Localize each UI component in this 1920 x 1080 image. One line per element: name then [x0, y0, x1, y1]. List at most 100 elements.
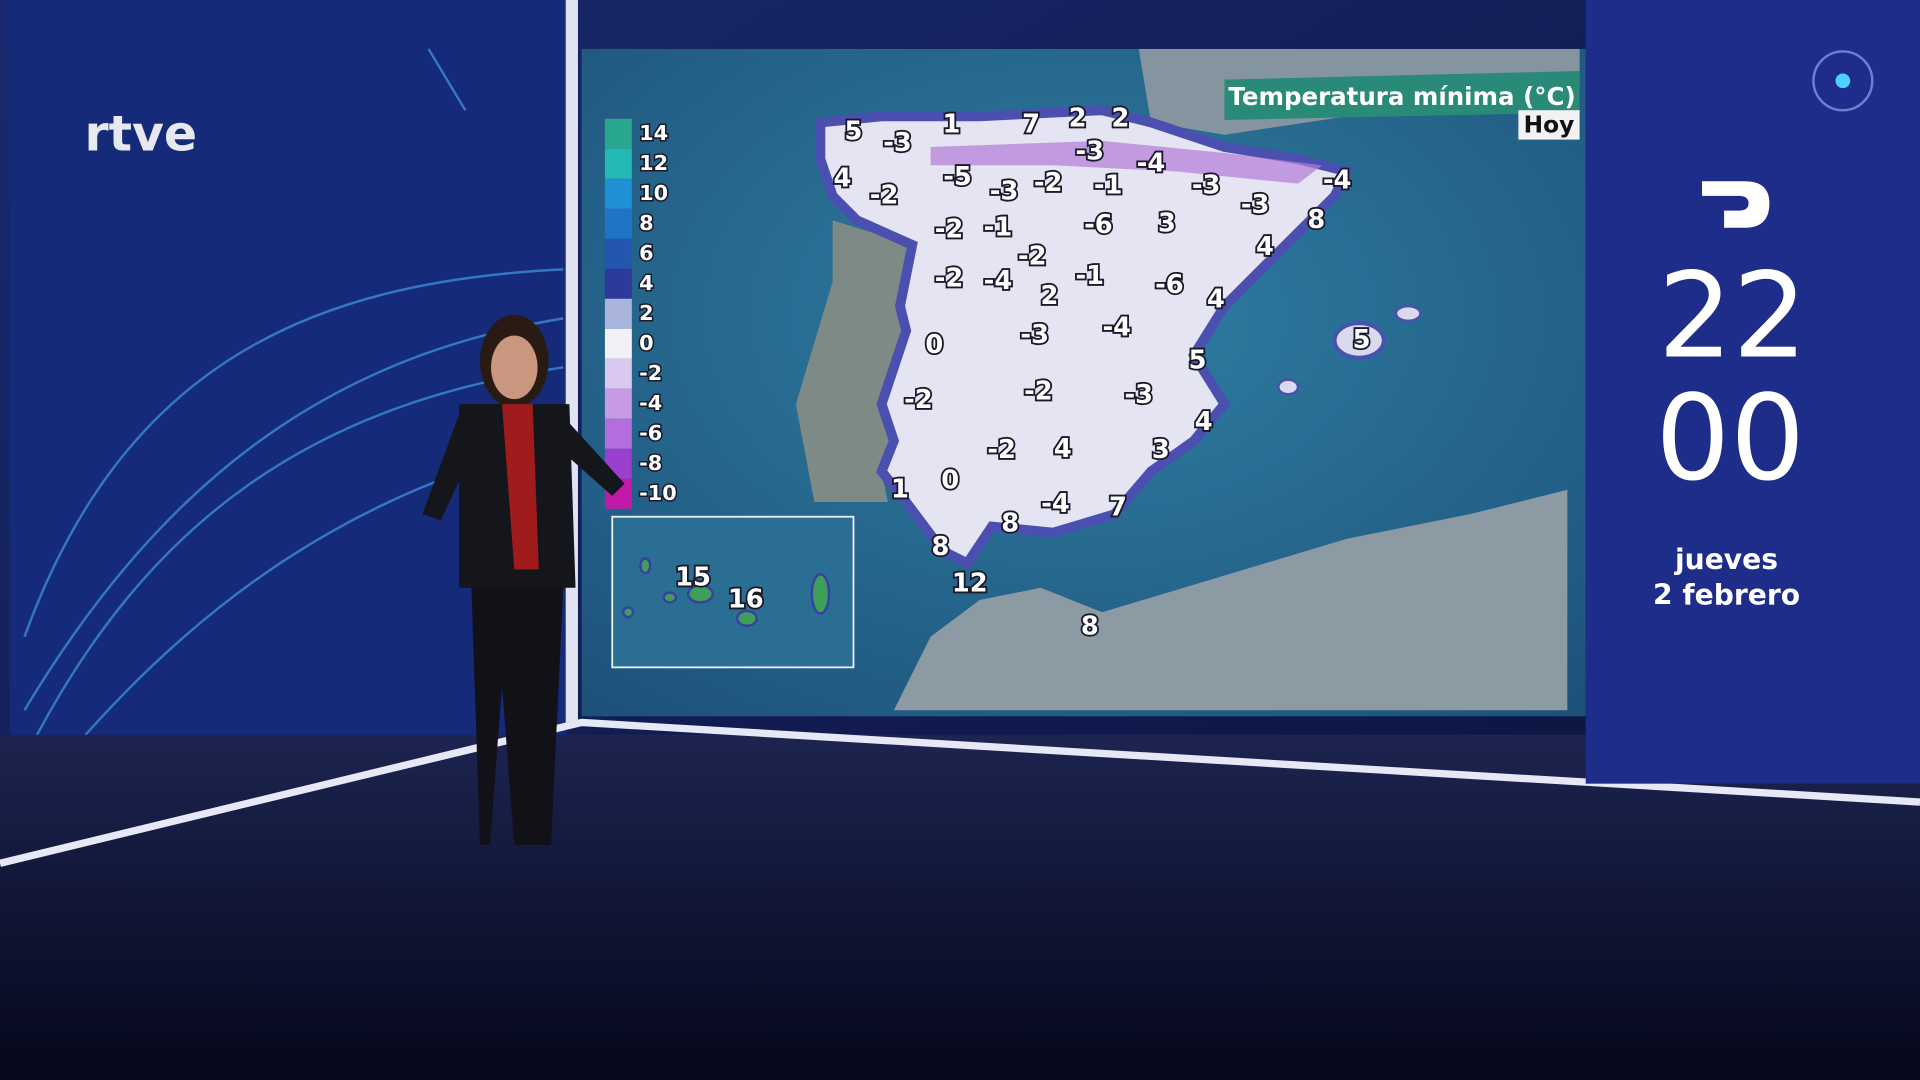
temperature-label: -2: [935, 215, 964, 245]
temperature-label: -4: [1102, 313, 1131, 343]
floor-edge: [0, 718, 1920, 867]
temperature-label: -5: [943, 162, 972, 192]
canary-temperature-label: 16: [728, 585, 764, 615]
legend-label: 0: [639, 331, 653, 355]
canary-islands: [622, 557, 831, 627]
temperature-label: -4: [1137, 149, 1166, 179]
legend-label: -4: [639, 391, 662, 415]
legend-swatch: [604, 388, 632, 419]
temperature-label: -1: [1076, 261, 1105, 291]
temperature-label: -2: [935, 264, 964, 294]
temperature-label: -4: [984, 266, 1013, 296]
temperature-label: -4: [1323, 166, 1352, 196]
temperature-label: 5: [845, 117, 863, 147]
temperature-label: -3: [1020, 320, 1049, 350]
legend-label: 6: [639, 241, 653, 265]
dot-decoration: [1835, 73, 1851, 89]
africa-land: [893, 489, 1568, 711]
temperature-label: -3: [990, 177, 1019, 207]
legend-swatch: [604, 118, 632, 149]
temperature-label: -3: [1124, 380, 1153, 410]
legend-label: 2: [639, 301, 653, 325]
clock-hours: 22: [1658, 248, 1808, 385]
temperature-label: -3: [1241, 190, 1270, 220]
studio-floor: [0, 734, 1920, 1080]
legend-label: 12: [639, 151, 668, 175]
temperature-label: 0: [925, 330, 943, 360]
legend-swatch: [604, 358, 632, 389]
legend-swatch: [604, 238, 632, 269]
clock-minutes: 00: [1655, 370, 1805, 507]
legend-label: 14: [639, 121, 668, 145]
balearic-island: [1332, 321, 1386, 360]
day-badge: [1518, 110, 1580, 140]
screen-frame: [565, 0, 578, 723]
balearic-island: [1277, 378, 1300, 396]
date-weekday: jueves: [1674, 543, 1778, 576]
legend-swatch: [604, 178, 632, 209]
map-title: Temperatura mínima (°C): [1228, 82, 1575, 111]
legend-label: -10: [639, 481, 677, 505]
temperature-label: -3: [1192, 171, 1221, 201]
temperature-label: 8: [1081, 611, 1099, 641]
temperature-label: -3: [1076, 136, 1105, 166]
temperature-label: 12: [952, 569, 988, 599]
legend-swatch: [604, 208, 632, 239]
temperature-label: 4: [1256, 232, 1274, 262]
temperature-label: -2: [1034, 168, 1063, 198]
legend-swatch: [604, 268, 632, 299]
temperature-label: 0: [941, 466, 959, 496]
temperature-label: 7: [1109, 493, 1127, 523]
temperature-label: 1: [891, 474, 909, 504]
legend-swatch: [604, 328, 632, 359]
portugal-land: [795, 220, 913, 503]
temperature-label: -2: [870, 180, 899, 210]
temperature-label: -2: [1024, 376, 1053, 406]
date-day: 2 febrero: [1653, 578, 1800, 611]
temperature-label: -2: [987, 435, 1016, 465]
canary-temperature-label: 15: [675, 562, 711, 592]
ring-decoration: [1812, 50, 1874, 112]
temperature-label: 2: [1040, 281, 1058, 311]
temperature-label: 8: [1001, 509, 1019, 539]
day-label: Hoy: [1524, 112, 1575, 139]
legend-label: 4: [639, 271, 653, 295]
legend-label: -6: [639, 421, 662, 445]
temperature-label: 4: [1195, 407, 1213, 437]
temperature-label: 3: [1158, 209, 1176, 239]
spain-land: [815, 105, 1355, 570]
legend-swatch: [604, 418, 632, 449]
presenter: [422, 314, 625, 845]
tve-logo: [1702, 181, 1770, 228]
temperature-label: 4: [834, 163, 852, 193]
temperature-label: 5: [1189, 346, 1207, 376]
channel-logo: rtve: [84, 106, 197, 163]
legend-label: 10: [639, 181, 668, 205]
temperature-label: -6: [1155, 270, 1184, 300]
temperature-label: 2: [1069, 103, 1087, 133]
legend-label: -2: [639, 361, 662, 385]
temperature-label: -3: [883, 128, 912, 158]
temperature-label: 3: [1152, 435, 1170, 465]
temperature-labels: 5 -31 7 2 2-3 -44-2-5 -3 -2 -1 -3-3-4-2 -1 -6 3 84-2-…: [673, 101, 1372, 643]
temperature-label: 4: [1207, 285, 1225, 315]
legend-swatch: [604, 148, 632, 179]
legend-label: -8: [639, 451, 662, 475]
balearic-island: [1394, 304, 1422, 323]
legend-swatch: [604, 298, 632, 329]
temperature-label: 8: [1307, 205, 1325, 235]
temperature-label: -1: [984, 212, 1013, 242]
right-panel: [1585, 0, 1920, 784]
legend-label: 8: [639, 211, 653, 235]
temperature-label: 7: [1022, 109, 1040, 139]
temperature-label: 8: [931, 532, 949, 562]
title-banner: [1224, 71, 1580, 120]
temperature-label: 2: [1111, 103, 1129, 133]
temperature-label: -2: [1018, 242, 1047, 272]
temperature-label: -4: [1041, 489, 1070, 519]
temperature-label: -1: [1094, 171, 1123, 201]
temperature-label: -2: [904, 385, 933, 415]
cold-area: [930, 140, 1323, 184]
